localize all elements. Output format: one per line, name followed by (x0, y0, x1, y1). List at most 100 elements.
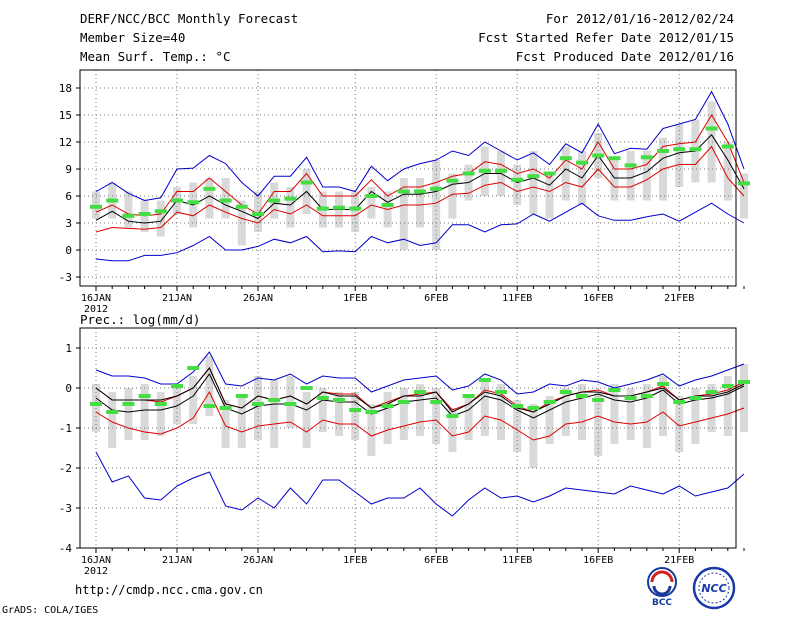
temp-obs-mark (414, 189, 426, 194)
temp-spread-bar (124, 191, 133, 228)
prec-obs-mark (640, 394, 653, 398)
temp-obs-mark (316, 206, 329, 211)
temp-spread-bar (529, 151, 538, 214)
prec-line-mean (95, 373, 745, 419)
temp-obs-mark (608, 156, 621, 161)
footer-url[interactable]: http://cmdp.ncc.cma.gov.cn (75, 583, 263, 597)
temp-obs-mark (446, 178, 459, 183)
temp-spread-bar (561, 146, 570, 201)
prec-spread-bar (529, 404, 538, 468)
prec-obs-mark (138, 394, 151, 398)
temp-spread-bar (416, 178, 424, 228)
temp-spread-bar (399, 178, 408, 250)
prec-xtick-label: 11FEB (502, 555, 532, 566)
temp-obs-mark (381, 203, 394, 207)
prec-obs-mark (187, 366, 200, 370)
prec-obs-mark (738, 380, 750, 384)
prec-spread-bar (383, 392, 392, 444)
prec-ytick-label: -3 (59, 502, 72, 515)
temp-obs-mark (478, 168, 491, 173)
prec-obs-mark (90, 402, 102, 406)
prec-xtick-label: 1FEB (343, 555, 367, 566)
prec-spread-bar (156, 392, 165, 436)
temp-xtick-label: 21FEB (664, 293, 694, 304)
prec-spread-bar (578, 384, 586, 440)
temp-obs-mark (511, 177, 524, 182)
prec-obs-mark (397, 400, 410, 404)
temp-obs-mark (705, 126, 718, 131)
temp-ytick-label: 9 (65, 163, 72, 176)
prec-obs-mark (495, 390, 507, 394)
prec-obs-mark (673, 400, 686, 404)
prec-xtick-label: 6FEB (424, 555, 448, 566)
temp-obs-mark (721, 144, 734, 149)
prec-frame (79, 327, 737, 549)
prec-panel: 1 0 -1 -2 -3 -4 16JAN 21JAN 26JAN 1FEB 6FEB 11FEB 16… (59, 327, 750, 577)
temp-obs-mark (219, 198, 232, 203)
temp-spread-bar (351, 191, 360, 232)
prec-spread-bar (270, 380, 279, 448)
precip-panel-title: Prec.: log(mm/d) (80, 312, 201, 327)
ncc-logo: NCC (692, 566, 736, 610)
grads-credit: GrADS: COLA/IGES (2, 605, 99, 616)
temp-obs-mark (187, 200, 200, 205)
prec-obs-mark (478, 378, 491, 382)
prec-spread-bar (642, 384, 651, 448)
temp-obs-mark (527, 174, 540, 179)
prec-obs-mark (705, 390, 718, 394)
prec-spread-bar (367, 404, 376, 456)
chart-title: DERF/NCC/BCC Monthly Forecast (80, 11, 299, 26)
temp-ytick-label: 3 (65, 217, 72, 230)
temp-spread-bar (642, 151, 651, 201)
temp-line-max (95, 90, 745, 202)
prec-spread-bar (723, 376, 732, 436)
temp-obs-mark (624, 163, 637, 168)
prec-obs-mark (689, 396, 702, 400)
temp-line-lower (95, 145, 745, 233)
prec-obs-mark (446, 414, 459, 418)
temp-obs-mark (576, 160, 588, 165)
prec-obs-mark (657, 382, 669, 386)
prec-obs-mark (381, 404, 394, 408)
temp-spread-bar (610, 160, 619, 201)
prec-spread-bar (399, 388, 408, 440)
temp-obs-mark (738, 181, 750, 186)
temp-frame (79, 69, 737, 287)
prec-line-raw (95, 367, 745, 413)
temp-spread-bar (723, 142, 732, 201)
prec-obs-mark (543, 400, 556, 404)
temp-obs-mark (106, 198, 119, 203)
prec-obs-mark (235, 394, 248, 398)
temp-obs-mark (171, 198, 183, 203)
temp-spread-bar (545, 173, 554, 219)
prec-spread-bar (545, 396, 554, 444)
prec-ytick-label: -2 (59, 462, 72, 475)
temp-obs-mark (640, 155, 653, 160)
prec-obs-mark (576, 394, 588, 398)
prec-spread-bar (497, 384, 505, 440)
temp-line-min (95, 202, 745, 262)
temp-obs-mark (268, 198, 281, 203)
prec-spread-bar (610, 384, 619, 444)
temp-obs-mark (495, 168, 507, 173)
prec-spread-bar (318, 388, 327, 432)
temp-xtick-label: 1FEB (343, 293, 367, 304)
prec-obs-mark (349, 408, 362, 412)
temp-spread-bar (221, 178, 230, 219)
bcc-logo-text: BCC (652, 598, 672, 608)
temp-spread-bar (367, 187, 376, 219)
forecast-start-date: Fcst Started Refer Date 2012/01/15 (478, 30, 734, 45)
prec-spread-bar (302, 392, 311, 448)
prec-spread-bar (416, 384, 424, 436)
prec-spread-bar (707, 384, 716, 432)
prec-spread-bar (740, 364, 748, 432)
temp-ytick-label: 0 (65, 244, 72, 257)
prec-obs-mark (624, 396, 637, 400)
prec-obs-mark (316, 396, 329, 400)
prec-line-lower (95, 390, 745, 441)
temp-spread-bar (513, 164, 522, 205)
temp-xtick-label: 11FEB (502, 293, 532, 304)
temp-obs-mark (430, 186, 443, 191)
temp-spread-bar (156, 200, 165, 237)
